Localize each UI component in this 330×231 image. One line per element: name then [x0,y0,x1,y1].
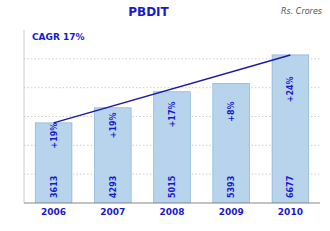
x-tick-label: 2006 [41,207,66,217]
bar [213,83,250,203]
bar [35,123,72,203]
plot-area [35,55,309,203]
data-label: 4293 [109,176,118,198]
x-tick-label: 2007 [100,207,125,217]
growth-label: +17% [168,102,177,128]
growth-label: +8% [227,101,236,121]
y-axis-line [24,30,25,203]
bar [272,55,309,203]
x-tick-label: 2008 [159,207,184,217]
chart: 2006 2007 2008 2009 2010 3613 4293 5015 5393 6677… [0,0,330,231]
title: PBDIT [128,5,169,19]
growth-label: +24% [286,76,295,102]
chart-container: 2006 2007 2008 2009 2010 3613 4293 5015 5393 6677… [0,0,330,231]
subtitle: Rs. Crores [281,7,322,16]
x-tick-label: 2009 [219,207,244,217]
data-label: 3613 [50,176,59,198]
data-label: 5015 [168,175,177,198]
growth-label: +19% [50,123,59,149]
growth-label: +19% [109,112,118,138]
x-axis-line [24,203,320,204]
data-label: 5393 [227,176,236,198]
data-label: 6677 [286,176,295,198]
bar [154,92,191,203]
x-tick-label: 2010 [278,207,303,217]
annotation: CAGR 17% [32,32,85,42]
bar [94,108,131,203]
